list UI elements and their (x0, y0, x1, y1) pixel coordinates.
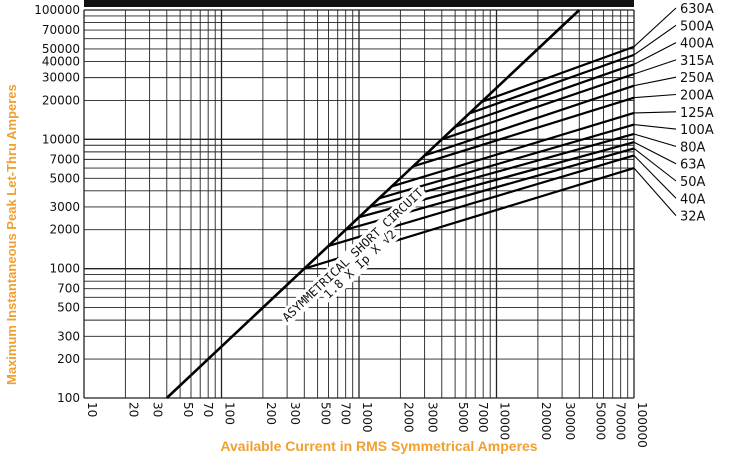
x-tick-label: 50000 (594, 402, 608, 440)
series-leader (633, 76, 677, 87)
y-tick-label: 5000 (49, 171, 80, 185)
series-label: 630A (680, 2, 714, 17)
series-line (413, 96, 635, 168)
y-tick-label: 40000 (42, 54, 80, 68)
x-axis-title: Available Current in RMS Symmetrical Amp… (220, 438, 538, 454)
x-tick-label: 100 (223, 402, 237, 425)
y-tick-label: 7000 (49, 152, 80, 166)
series-leader (633, 124, 677, 130)
x-tick-label: 50 (181, 402, 195, 417)
y-tick-label: 1000 (49, 262, 80, 276)
series-line (481, 45, 635, 103)
y-tick-label: 70000 (42, 23, 80, 37)
series-labels: 630A 500A 400A 315A 250A 200A 125A 100A 80A 63A 50… (680, 2, 714, 225)
series-label: 200A (680, 89, 714, 104)
annotation-background (277, 183, 429, 327)
asymmetrical-line (165, 9, 581, 399)
y-tick-label: 300 (57, 329, 80, 343)
series-leader (633, 42, 677, 65)
series-leader (633, 24, 677, 56)
series-leader (633, 7, 677, 48)
y-tick-label: 100 (57, 391, 80, 405)
x-tick-label: 10 (85, 402, 99, 417)
annotation-background (318, 224, 402, 304)
series-leader (633, 111, 677, 114)
x-tick-label: 20000 (539, 402, 553, 440)
x-tick-label: 2000 (401, 402, 415, 433)
x-tick-label: 500 (319, 402, 333, 425)
series-line (424, 84, 635, 157)
x-tick-label: 30 (151, 402, 165, 417)
x-tick-label: 700 (339, 402, 353, 425)
series-label: 250A (680, 71, 714, 86)
series-label: 63A (680, 158, 706, 173)
series-label: 40A (680, 192, 706, 207)
x-tick-label: 70000 (614, 402, 628, 440)
series-label: 80A (680, 140, 706, 155)
series-line (454, 63, 635, 128)
y-tick-label: 500 (57, 301, 80, 315)
series-leader (633, 133, 677, 147)
y-tick-label: 100000 (34, 3, 80, 17)
series-leader (633, 59, 677, 75)
series-label: 50A (680, 175, 706, 190)
x-tick-label: 70 (201, 402, 215, 417)
series-label: 400A (680, 37, 714, 52)
grid (83, 0, 635, 399)
y-tick-label: 50000 (42, 42, 80, 56)
series-leader (633, 93, 677, 99)
y-tick-label: 200 (57, 352, 80, 366)
y-axis-title: Maximum Instantaneous Peak Let-Thru Ampe… (4, 84, 19, 386)
series-label: 100A (680, 123, 714, 138)
x-tick-label: 3000 (426, 402, 440, 433)
x-tick-label: 10000 (498, 402, 512, 440)
x-tick-label: 300 (288, 402, 302, 425)
y-tick-label: 3000 (49, 200, 80, 214)
x-tick-labels: 10 20 30 50 70 100 200 300 500 700 1000 2000 3000 500… (85, 402, 649, 448)
series-label: 500A (680, 19, 714, 34)
y-tick-label: 2000 (49, 223, 80, 237)
series-label: 315A (680, 54, 714, 69)
top-bar (84, 0, 634, 7)
series-leader (633, 155, 677, 199)
series-line (390, 111, 635, 188)
series-line (441, 72, 635, 141)
y-tick-labels: 100 200 300 500 700 1000 2000 3000 5000 7000 10000… (34, 3, 80, 405)
x-tick-label: 7000 (476, 402, 490, 433)
x-tick-label: 1000 (360, 402, 374, 433)
series-leader (633, 141, 677, 165)
series-line (378, 123, 635, 200)
series-label-leaders (633, 7, 677, 216)
series-line (470, 53, 635, 114)
series-label: 32A (680, 210, 706, 225)
y-tick-label: 700 (57, 282, 80, 296)
x-tick-label: 5000 (456, 402, 470, 433)
x-tick-label: 200 (264, 402, 278, 425)
y-tick-label: 30000 (42, 71, 80, 85)
series-leader (633, 167, 677, 216)
series-label: 125A (680, 106, 714, 121)
series-leader (633, 148, 677, 182)
x-tick-label: 30000 (563, 402, 577, 440)
x-tick-label: 20 (126, 402, 140, 417)
x-tick-label: 100000 (635, 402, 649, 448)
y-tick-label: 20000 (42, 93, 80, 107)
y-tick-label: 10000 (42, 132, 80, 146)
